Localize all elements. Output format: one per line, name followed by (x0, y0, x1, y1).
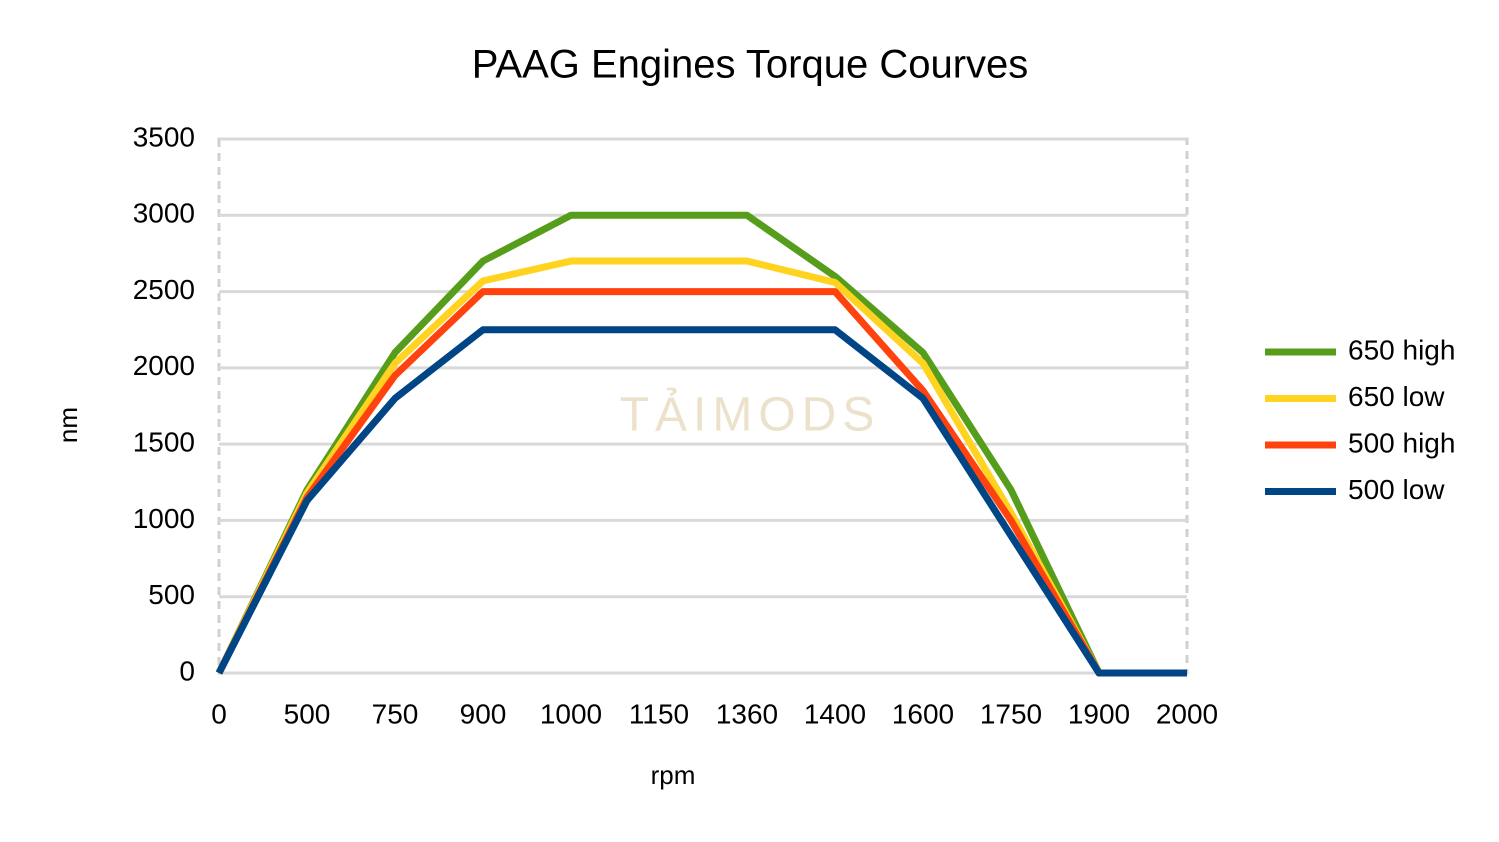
series-line (215, 288, 1187, 677)
y-tick-label: 0 (179, 655, 195, 686)
series-line (215, 326, 1187, 677)
y-tick-label: 2500 (133, 274, 195, 305)
legend-label: 650 high (1348, 334, 1455, 365)
watermark: TẢIMODS (620, 387, 881, 442)
x-tick-label: 0 (211, 698, 227, 729)
legend-label: 650 low (1348, 381, 1445, 412)
y-axis-label: nm (53, 407, 83, 443)
y-tick-label: 1000 (133, 503, 195, 534)
chart-title: PAAG Engines Torque Courves (472, 43, 1029, 87)
legend-label: 500 low (1348, 474, 1445, 505)
x-tick-label: 1400 (804, 698, 866, 729)
x-tick-label: 900 (460, 698, 507, 729)
x-tick-label: 1360 (716, 698, 778, 729)
x-tick-label: 1600 (892, 698, 954, 729)
y-tick-label: 3500 (133, 121, 195, 152)
series-line (215, 257, 1187, 677)
x-tick-label: 1150 (629, 698, 689, 729)
y-tick-label: 500 (148, 579, 195, 610)
x-tick-label: 2000 (1156, 698, 1218, 729)
y-tick-label: 3000 (133, 198, 195, 229)
x-tick-label: 1000 (540, 698, 602, 729)
series-line (215, 211, 1187, 677)
y-tick-label: 1500 (133, 427, 195, 458)
x-axis-label: rpm (651, 760, 696, 790)
x-tick-label: 1900 (1068, 698, 1130, 729)
x-tick-label: 500 (284, 698, 331, 729)
x-tick-label: 1750 (980, 698, 1042, 729)
x-tick-label: 750 (372, 698, 419, 729)
y-tick-label: 2000 (133, 350, 195, 381)
legend-label: 500 high (1348, 427, 1455, 458)
